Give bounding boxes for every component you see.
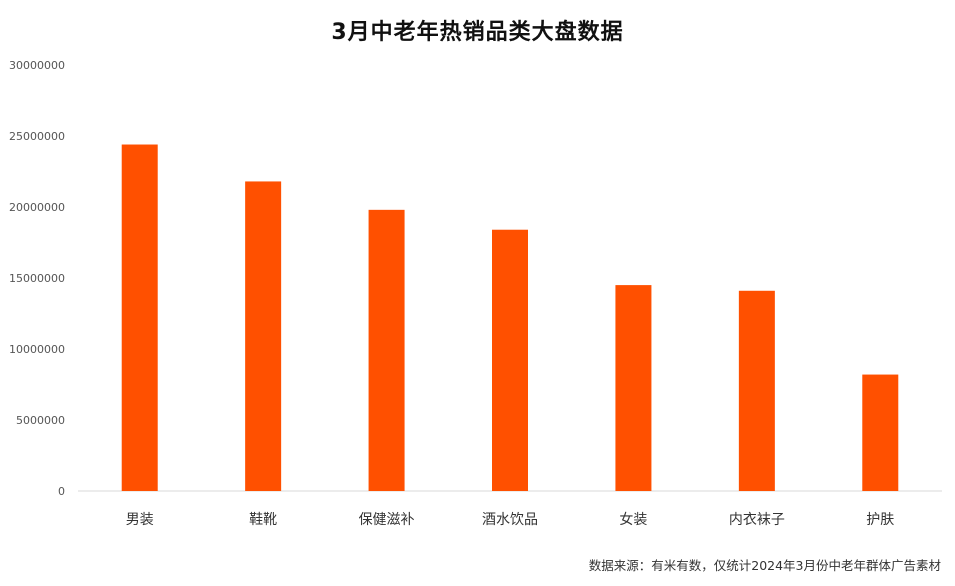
y-tick-label: 20000000 (9, 201, 65, 214)
y-axis: 0 5000000 10000000 15000000 20000000 25000000… (9, 59, 65, 498)
bar-0 (121, 144, 158, 491)
bars (121, 144, 899, 491)
y-tick-label: 5000000 (16, 414, 65, 427)
x-tick-label: 女装 (619, 511, 647, 528)
bar-4 (615, 285, 652, 491)
x-tick-label: 保健滋补 (359, 512, 415, 528)
bar-5 (738, 290, 775, 491)
x-tick-label: 鞋靴 (249, 512, 277, 528)
x-axis: 男装 鞋靴 保健滋补 酒水饮品 女装 内衣袜子 护肤 (126, 511, 895, 528)
y-tick-label: 15000000 (9, 272, 65, 285)
y-tick-label: 10000000 (9, 343, 65, 356)
x-tick-label: 内衣袜子 (729, 512, 785, 528)
bar-1 (245, 181, 282, 491)
bar-6 (862, 374, 899, 491)
source-note: 数据来源：有米有数，仅统计2024年3月份中老年群体广告素材 (588, 558, 941, 573)
bar-2 (368, 209, 405, 491)
x-tick-label: 男装 (126, 512, 154, 528)
x-tick-label: 护肤 (866, 512, 894, 528)
y-tick-label: 25000000 (9, 130, 65, 143)
x-tick-label: 酒水饮品 (482, 512, 538, 528)
bar-3 (492, 229, 528, 491)
y-tick-label: 30000000 (9, 59, 65, 72)
chart-title: 3月中老年热销品类大盘数据 (331, 20, 624, 45)
y-tick-label: 0 (58, 485, 65, 498)
